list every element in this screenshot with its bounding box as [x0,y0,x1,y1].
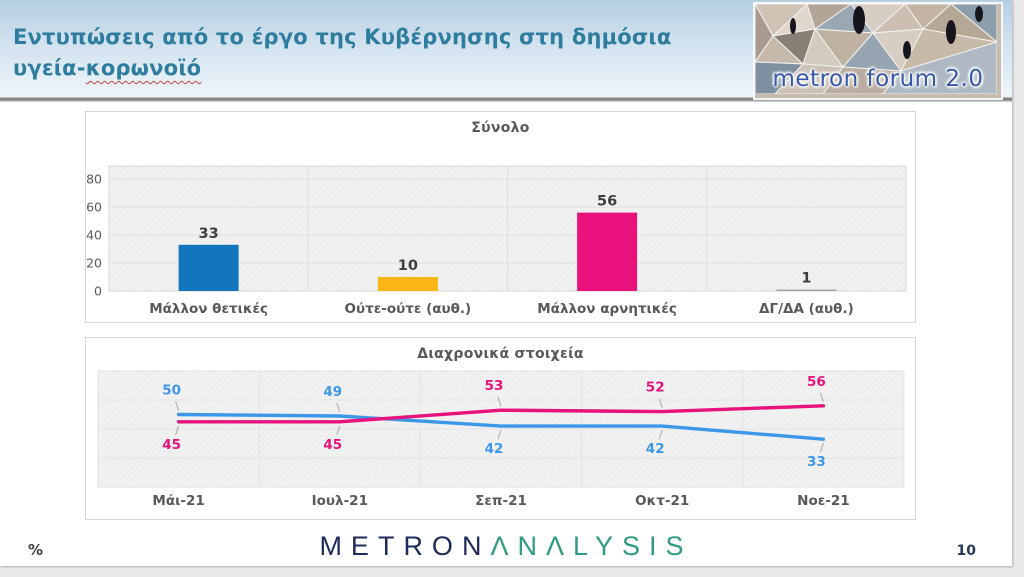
label-leader-line [336,425,341,435]
x-axis-label: Νοε-21 [797,493,849,509]
point-value-label: 49 [323,384,342,400]
header-divider [0,97,1012,102]
y-axis-label: 80 [86,172,102,187]
category-label: Μάλλον αρνητικές [537,301,677,317]
label-leader-line [497,429,502,440]
title-line-1: Εντυπώσεις από το έργο της Κυβέρνησης στ… [13,25,672,49]
line-chart-card: Διαχρονικά στοιχεία Μάι-21 Ιουλ-21 Σεπ-21 Ο… [85,337,916,520]
bar-value-label: 10 [398,258,418,274]
percent-label: % [28,541,44,559]
label-leader-line [175,425,180,435]
bar [776,289,837,291]
line-series [176,404,826,424]
title-line-2: υγεία- [13,56,86,80]
point-value-label: 45 [162,437,181,453]
title-spellcheck-word: κορωνοϊό [85,56,202,80]
label-leader-line [658,429,663,440]
bar [377,277,438,291]
bar [577,212,638,291]
bar-chart: 0 20 40 60 80 33 Μάλλον θετικές 10 Ούτε-ούτε (αυ… [86,165,907,317]
footer-logo-analysis: ΛNΛLYSIS [490,531,693,561]
label-leader-line [336,402,341,413]
label-leader-line [497,397,502,407]
line-series [176,412,826,441]
footer-logo-metron: METRON [319,531,491,561]
point-value-label: 56 [807,374,826,390]
x-axis-label: Ιουλ-21 [312,493,368,509]
x-axis-label: Οκτ-21 [635,493,689,509]
bar [178,244,239,291]
slide: Εντυπώσεις από το έργο της Κυβέρνησης στ… [0,0,1012,566]
y-axis-label: 0 [94,284,102,299]
point-value-label: 50 [162,383,181,399]
bar-chart-card: Σύνολο 0 20 40 60 80 33 Μάλλον θετικές 10 Ούτε-ο… [85,111,916,323]
label-leader-line [658,398,663,408]
category-label: Μάλλον θετικές [149,301,268,317]
bar-value-label: 33 [199,226,219,242]
page-number: 10 [956,543,976,559]
people-silhouettes [790,6,983,59]
y-axis-label: 40 [86,228,102,243]
y-axis-label: 60 [86,200,102,215]
label-leader-line [819,443,824,453]
category-label: ΔΓ/ΔΑ (αυθ.) [759,301,854,317]
point-value-label: 45 [323,437,342,453]
metron-forum-logo: metron forum 2.0 [753,2,1003,100]
point-value-label: 52 [646,380,665,396]
line-chart: Μάι-21 Ιουλ-21 Σεπ-21 Οκτ-21 Νοε-21 50 49 42 42 3… [97,370,905,509]
x-axis-label: Μάι-21 [152,493,204,509]
slide-title: Εντυπώσεις από το έργο της Κυβέρνησης στ… [13,22,673,84]
line-chart-title: Διαχρονικά στοιχεία [417,346,584,362]
point-value-label: 42 [646,441,665,457]
category-label: Ούτε-ούτε (αυθ.) [345,301,472,317]
point-value-label: 42 [485,441,504,457]
logo-text: metron forum 2.0 [772,66,984,92]
label-leader-line [175,401,180,411]
bar-value-label: 56 [597,194,617,210]
label-leader-line [819,392,824,402]
point-value-label: 33 [807,454,826,470]
point-value-label: 53 [485,378,504,394]
bar-value-label: 1 [801,271,811,287]
footer-logo: METRONΛNΛLYSIS [319,531,692,562]
bar-chart-title: Σύνολο [471,120,530,136]
x-axis-label: Σεπ-21 [475,493,527,509]
logo-mosaic-image [755,4,997,94]
y-axis-label: 20 [86,256,102,271]
